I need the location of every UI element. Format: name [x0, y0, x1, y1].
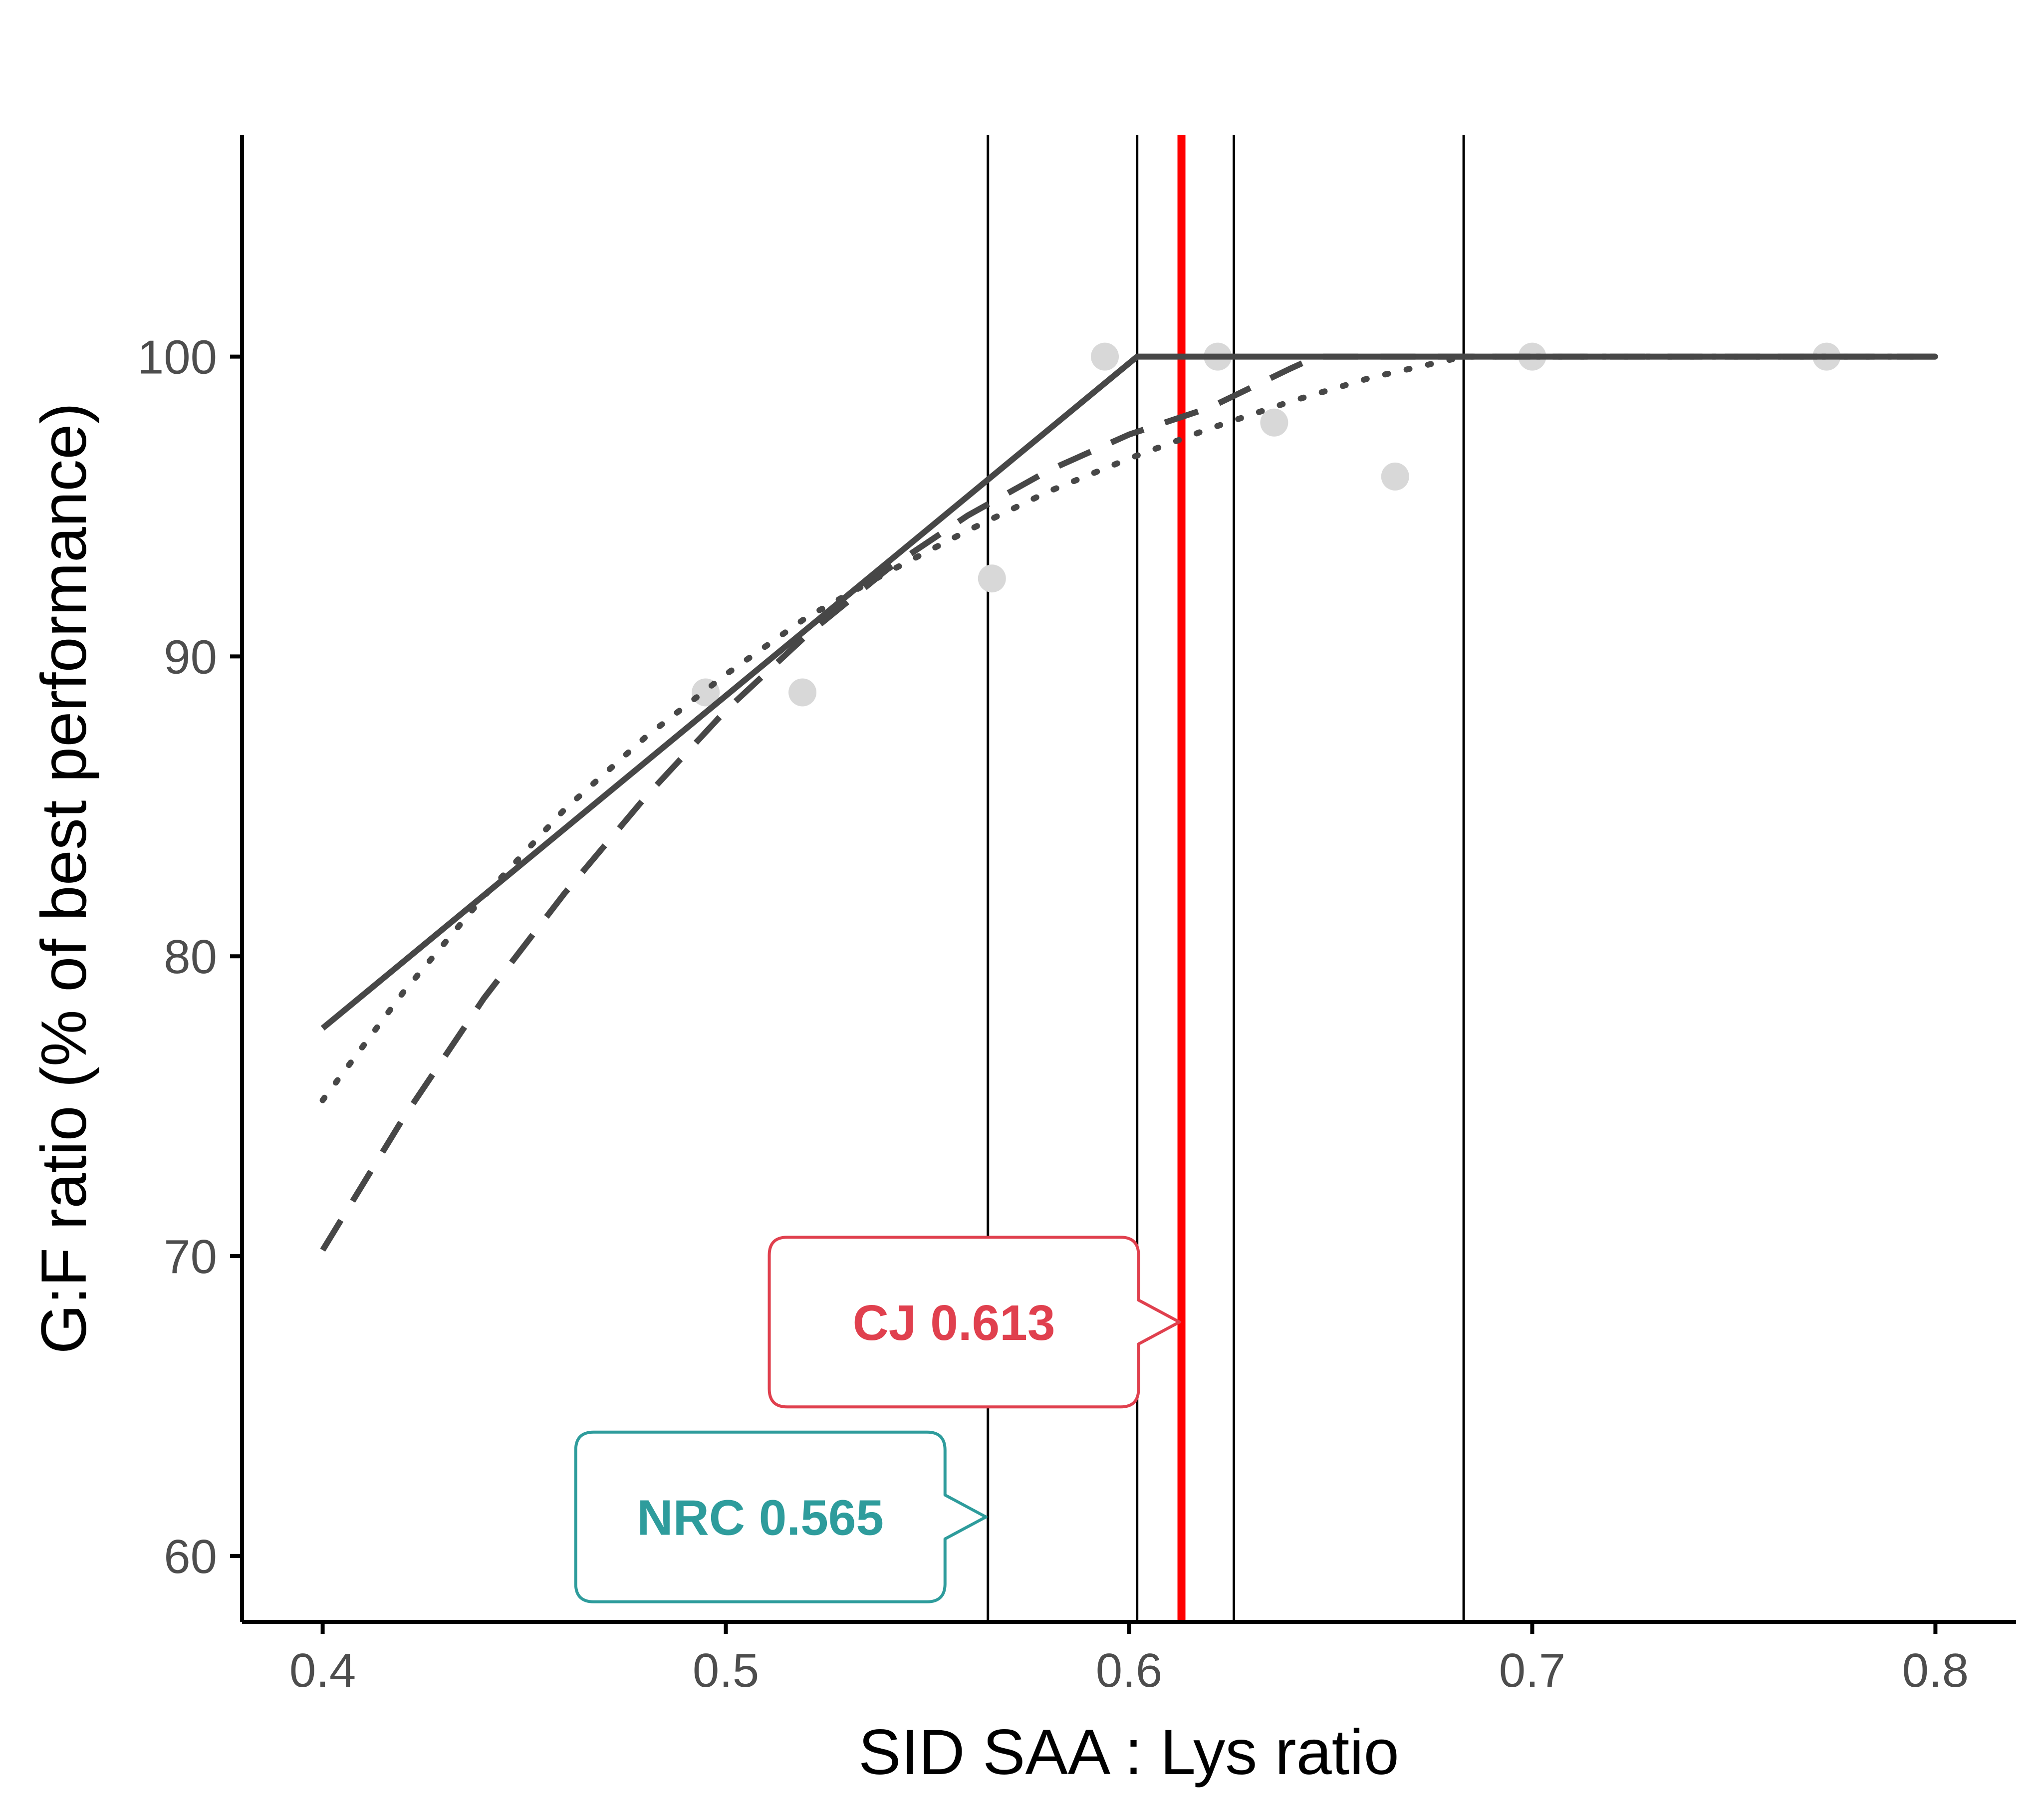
callouts: CJ 0.613 NRC 0.565: [574, 1236, 1181, 1603]
data-point: [1381, 462, 1409, 491]
x-tick-label: 0.6: [1096, 1644, 1162, 1697]
data-point: [978, 564, 1006, 593]
callout-label: CJ 0.613: [853, 1295, 1055, 1351]
y-tick-label: 60: [164, 1530, 217, 1583]
x-tick-label: 0.8: [1902, 1644, 1969, 1697]
x-tick-label: 0.5: [693, 1644, 759, 1697]
y-tick-label: 70: [164, 1230, 217, 1284]
y-tick-label: 80: [164, 930, 217, 984]
x-tick-label: 0.7: [1499, 1644, 1565, 1697]
x-axis-title: SID SAA : Lys ratio: [858, 1717, 1399, 1788]
fitted-curves: [319, 353, 1939, 1252]
data-point: [1260, 408, 1288, 437]
dashed-curve: [320, 353, 1936, 1252]
data-points: [692, 342, 1841, 707]
data-point: [788, 678, 817, 707]
y-tick-label: 90: [164, 630, 217, 684]
callout-box: [574, 1430, 988, 1603]
x-axis-ticks: 0.4 0.5 0.6 0.7 0.8: [289, 1622, 1969, 1697]
data-point: [1091, 342, 1119, 371]
x-tick-label: 0.4: [289, 1644, 356, 1697]
y-axis-title: G:F ratio (% of best performance): [28, 403, 100, 1354]
callout-box: [767, 1236, 1181, 1409]
y-tick-label: 100: [137, 331, 217, 384]
callout-label: NRC 0.565: [637, 1490, 884, 1546]
y-axis-ticks: 60 70 80 90 100: [137, 331, 242, 1583]
